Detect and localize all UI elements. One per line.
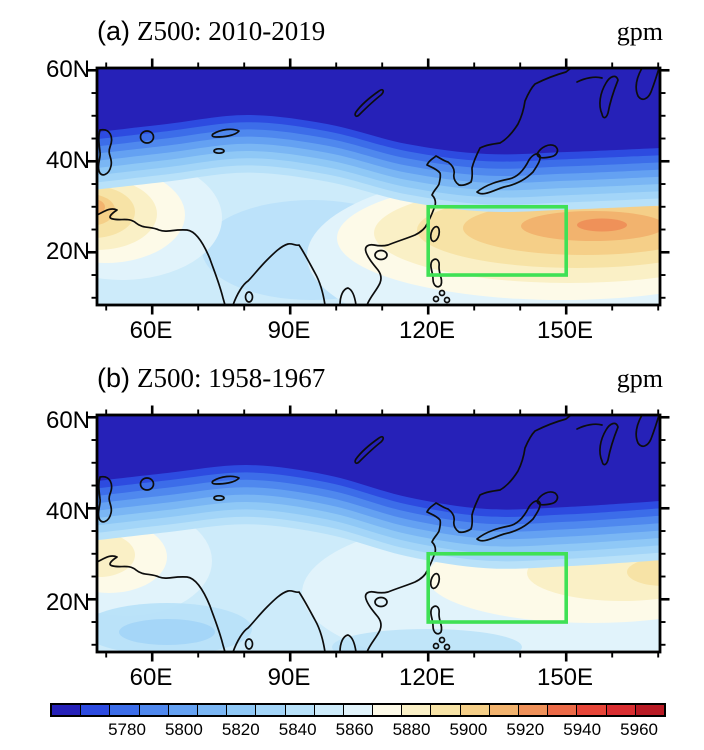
colorbar-tick-5960: 5960 bbox=[620, 720, 659, 739]
colorbar bbox=[50, 703, 666, 717]
colorbar-cell-19 bbox=[606, 705, 636, 715]
colorbar-cell-14 bbox=[460, 705, 490, 715]
colorbar-cell-16 bbox=[519, 705, 549, 715]
colorbar-cell-13 bbox=[431, 705, 461, 715]
colorbar-tick-5880: 5880 bbox=[392, 720, 431, 739]
colorbar-cell-10 bbox=[343, 705, 374, 715]
colorbar-cell-0 bbox=[52, 705, 82, 715]
panel-b-label: (b) bbox=[97, 363, 130, 393]
colorbar-cell-1 bbox=[81, 705, 111, 715]
colorbar-tick-5820: 5820 bbox=[221, 720, 260, 739]
panel-a-xtick-150E: 150E bbox=[536, 317, 594, 344]
colorbar-cell-18 bbox=[577, 705, 607, 715]
panel-b-xtick-120E: 120E bbox=[398, 664, 456, 691]
highlight-box-b bbox=[426, 551, 569, 624]
contour-fills-b bbox=[97, 415, 660, 652]
contour-fills-a bbox=[97, 68, 660, 305]
panel-a-ytick-20N: 20N bbox=[45, 238, 90, 265]
colorbar-cell-3 bbox=[139, 705, 169, 715]
panel-a-xtick-60E: 60E bbox=[129, 317, 173, 344]
map-panel-b bbox=[87, 405, 670, 662]
panel-a-title-group: (a) Z500: 2010-2019 bbox=[97, 16, 325, 47]
panel-a-title: Z500: 2010-2019 bbox=[137, 16, 326, 46]
panel-a-label: (a) bbox=[97, 16, 130, 46]
colorbar-cell-11 bbox=[373, 705, 403, 715]
map-panel-a bbox=[87, 58, 670, 315]
panel-b-xtick-150E: 150E bbox=[536, 664, 594, 691]
panel-a-xtick-90E: 90E bbox=[267, 317, 311, 344]
panel-a-xtick-120E: 120E bbox=[398, 317, 456, 344]
panel-b-ytick-40N: 40N bbox=[45, 498, 90, 525]
colorbar-cell-12 bbox=[402, 705, 432, 715]
axis-ticks-a bbox=[87, 58, 670, 315]
colorbar-cell-7 bbox=[256, 705, 286, 715]
panel-b-units-label: gpm bbox=[616, 364, 663, 393]
colorbar-cell-5 bbox=[197, 705, 228, 715]
highlight-box-a bbox=[426, 204, 569, 277]
colorbar-tick-5940: 5940 bbox=[563, 720, 602, 739]
panel-b-title-row: (b) Z500: 1958-1967 gpm bbox=[97, 363, 663, 394]
colorbar-tick-5900: 5900 bbox=[449, 720, 488, 739]
colorbar-tick-5860: 5860 bbox=[335, 720, 374, 739]
panel-b-ytick-20N: 20N bbox=[45, 589, 90, 616]
colorbar-cell-20 bbox=[635, 705, 664, 715]
colorbar-cell-15 bbox=[489, 705, 519, 715]
colorbar-cell-17 bbox=[548, 705, 578, 715]
panel-a-title-row: (a) Z500: 2010-2019 gpm bbox=[97, 16, 663, 47]
colorbar-tick-5840: 5840 bbox=[278, 720, 317, 739]
colorbar-cell-6 bbox=[227, 705, 257, 715]
panel-a-ytick-60N: 60N bbox=[45, 56, 90, 83]
colorbar-cell-4 bbox=[168, 705, 198, 715]
panel-b-title: Z500: 1958-1967 bbox=[137, 363, 326, 393]
panel-a-ytick-40N: 40N bbox=[45, 147, 90, 174]
axis-ticks-b bbox=[87, 405, 670, 662]
panel-b-xtick-90E: 90E bbox=[267, 664, 311, 691]
panel-a-units-label: gpm bbox=[616, 17, 663, 46]
colorbar-cell-2 bbox=[110, 705, 140, 715]
panel-b-title-group: (b) Z500: 1958-1967 bbox=[97, 363, 325, 394]
colorbar-cell-9 bbox=[314, 705, 344, 715]
panel-b-ytick-60N: 60N bbox=[45, 407, 90, 434]
panel-b-xtick-60E: 60E bbox=[129, 664, 173, 691]
colorbar-cell-8 bbox=[285, 705, 315, 715]
colorbar-tick-5780: 5780 bbox=[108, 720, 146, 739]
colorbar-tick-5800: 5800 bbox=[164, 720, 203, 739]
colorbar-tick-5920: 5920 bbox=[506, 720, 545, 739]
